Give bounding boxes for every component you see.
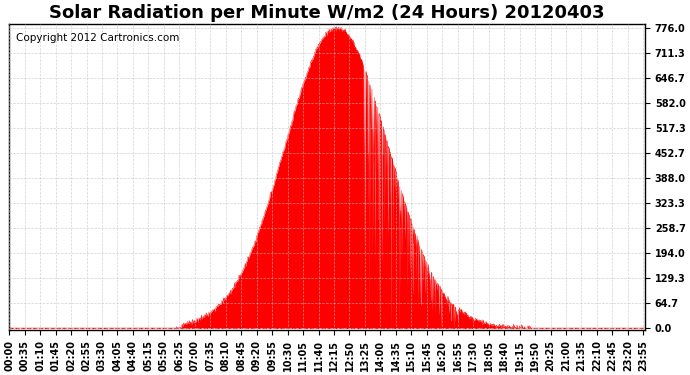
Text: Copyright 2012 Cartronics.com: Copyright 2012 Cartronics.com <box>16 33 179 43</box>
Title: Solar Radiation per Minute W/m2 (24 Hours) 20120403: Solar Radiation per Minute W/m2 (24 Hour… <box>50 4 605 22</box>
